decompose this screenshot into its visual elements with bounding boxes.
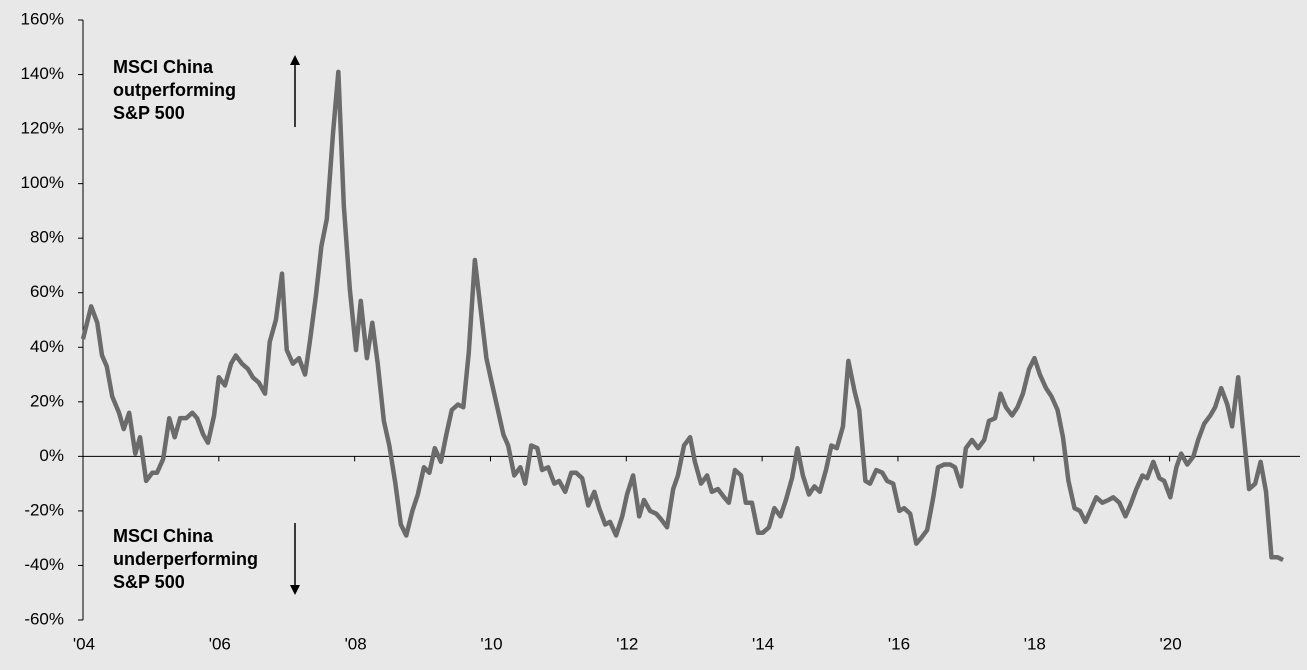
y-tick-label: 100% bbox=[21, 173, 64, 192]
annotation: S&P 500 bbox=[113, 103, 185, 123]
y-tick-label: -40% bbox=[24, 555, 64, 574]
x-tick-label: '04 bbox=[73, 634, 95, 653]
x-tick-label: '08 bbox=[345, 634, 367, 653]
annotation: MSCI China bbox=[113, 526, 214, 546]
annotation: outperforming bbox=[113, 80, 236, 100]
series-line bbox=[80, 69, 1285, 563]
x-tick-label: '16 bbox=[888, 634, 910, 653]
y-tick-label: 60% bbox=[30, 282, 64, 301]
x-tick-label: '20 bbox=[1160, 634, 1182, 653]
y-tick-label: 40% bbox=[30, 337, 64, 356]
y-tick-label: 140% bbox=[21, 64, 64, 83]
x-tick-label: '12 bbox=[616, 634, 638, 653]
y-tick-label: -20% bbox=[24, 500, 64, 519]
annotation: S&P 500 bbox=[113, 572, 185, 592]
up-arrow-head bbox=[290, 55, 300, 65]
annotation: underperforming bbox=[113, 549, 258, 569]
y-tick-label: 120% bbox=[21, 119, 64, 138]
x-tick-label: '14 bbox=[752, 634, 774, 653]
y-tick-label: 20% bbox=[30, 391, 64, 410]
x-tick-label: '06 bbox=[209, 634, 231, 653]
y-tick-label: 0% bbox=[39, 446, 64, 465]
y-tick-label: 160% bbox=[21, 9, 64, 28]
annotation: MSCI China bbox=[113, 57, 214, 77]
y-tick-label: 80% bbox=[30, 228, 64, 247]
down-arrow-head bbox=[290, 585, 300, 595]
x-tick-label: '18 bbox=[1024, 634, 1046, 653]
x-tick-label: '10 bbox=[480, 634, 502, 653]
y-tick-label: -60% bbox=[24, 609, 64, 628]
